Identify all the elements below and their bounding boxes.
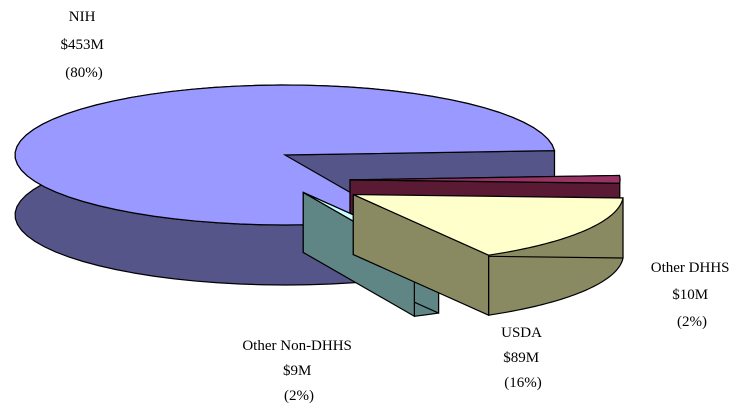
label-usda-amount: $89M [503, 350, 539, 366]
slice-usda-top [353, 193, 624, 256]
label-usda-percent: (16%) [504, 375, 542, 391]
slice-other-dhhs-top [349, 174, 621, 184]
label-usda-name: USDA [501, 325, 542, 341]
label-other-dhhs-amount: $10M [672, 287, 708, 303]
label-other-non-dhhs: Other Non-DHHS $9M (2%) [242, 338, 355, 404]
label-nih: NIH $453M (80%) [60, 9, 107, 81]
label-other-non-dhhs-percent: (2%) [284, 388, 314, 404]
label-other-dhhs: Other DHHS $10M (2%) [651, 260, 734, 330]
label-other-non-dhhs-name: Other Non-DHHS [242, 338, 352, 354]
label-nih-name: NIH [69, 9, 96, 25]
label-other-non-dhhs-amount: $9M [283, 363, 311, 379]
label-other-dhhs-percent: (2%) [677, 314, 707, 330]
pie-slices [14, 84, 624, 318]
slice-usda [352, 193, 624, 317]
label-nih-percent: (80%) [65, 65, 103, 81]
label-other-dhhs-name: Other DHHS [651, 260, 730, 276]
label-usda: USDA $89M (16%) [501, 325, 545, 391]
label-nih-amount: $453M [60, 37, 103, 53]
slice-nih-top [14, 84, 556, 226]
